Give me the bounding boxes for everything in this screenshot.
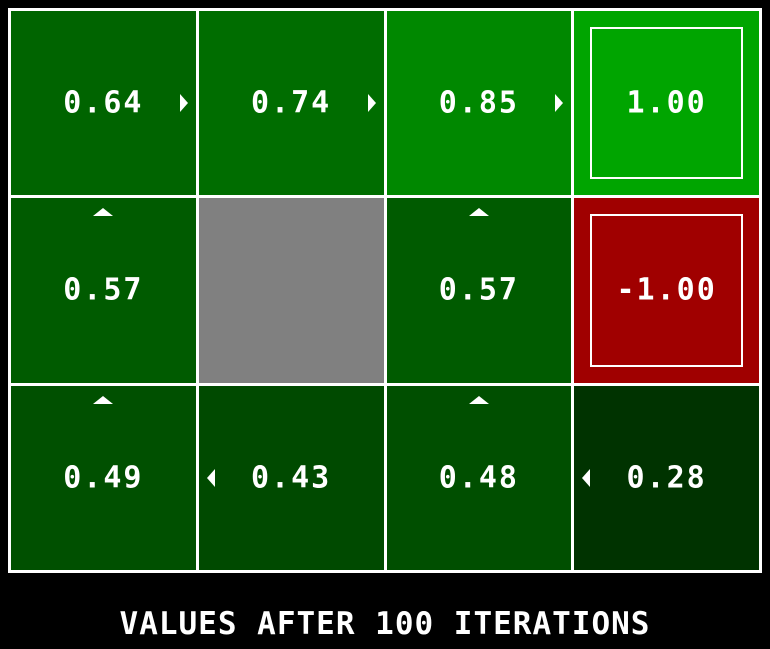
policy-arrow-left-icon	[582, 468, 591, 487]
grid-cell-r0-c1: 0.74	[198, 11, 384, 196]
state-value: 1.00	[626, 85, 707, 121]
grid-cell-r1-c3: -1.00	[574, 198, 759, 383]
grid-cell-r1-c2: 0.57	[386, 198, 572, 383]
state-value: 0.48	[438, 460, 519, 496]
state-value: 0.85	[438, 85, 519, 121]
policy-arrow-right-icon	[555, 94, 564, 113]
grid-cell-r2-c2: 0.48	[386, 385, 572, 570]
iterations-caption: VALUES AFTER 100 ITERATIONS	[119, 606, 651, 642]
policy-arrow-up-icon	[93, 208, 114, 217]
grid-cell-r2-c0: 0.49	[11, 385, 196, 570]
policy-arrow-left-icon	[206, 468, 215, 487]
state-value: -1.00	[616, 272, 717, 308]
state-value: 0.43	[251, 460, 332, 496]
policy-arrow-right-icon	[367, 94, 376, 113]
terminal-state-box	[590, 27, 743, 180]
state-value: 0.74	[251, 85, 332, 121]
state-value: 0.57	[438, 272, 519, 308]
grid-cell-r2-c3: 0.28	[574, 385, 759, 570]
policy-arrow-up-icon	[468, 208, 489, 217]
grid-cell-r0-c2: 0.85	[386, 11, 572, 196]
policy-arrow-right-icon	[179, 94, 188, 113]
grid-cell-r0-c0: 0.64	[11, 11, 196, 196]
gridworld-grid: 0.64 0.74 0.85 1.00 0.57 0.57 -1.00 0.49 0.43 0.4…	[8, 8, 762, 573]
grid-cell-r2-c1: 0.43	[198, 385, 384, 570]
grid-cell-r1-c0: 0.57	[11, 198, 196, 383]
state-value: 0.49	[63, 460, 144, 496]
grid-cell-r0-c3: 1.00	[574, 11, 759, 196]
policy-arrow-up-icon	[93, 395, 114, 404]
state-value: 0.28	[626, 460, 707, 496]
grid-cell-r1-c1	[198, 198, 384, 383]
policy-arrow-up-icon	[468, 395, 489, 404]
state-value: 0.57	[63, 272, 144, 308]
terminal-state-box	[590, 214, 743, 367]
state-value: 0.64	[63, 85, 144, 121]
